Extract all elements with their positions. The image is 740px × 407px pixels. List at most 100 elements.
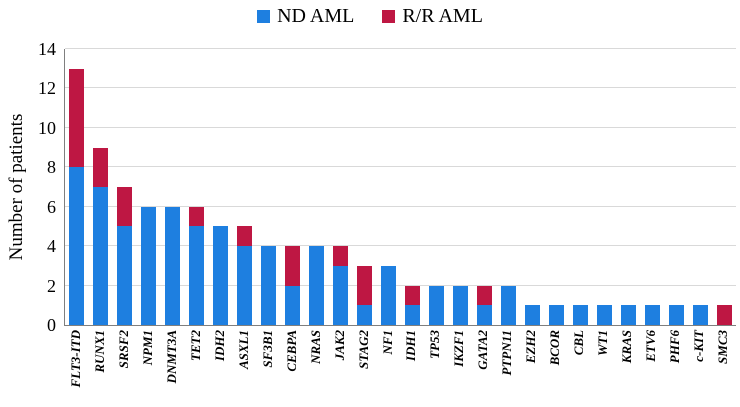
x-label-IDH1: IDH1 [403,330,419,362]
segment-nd-aml [452,285,468,325]
legend-item-nd-aml: ND AML [257,5,354,28]
bar-IDH2 [213,49,229,325]
segment-nd-aml [309,246,325,325]
x-label-IKZF1: IKZF1 [451,330,467,367]
y-tick-label-8: 8 [47,157,56,178]
bar-RUNX1 [93,49,109,325]
segment-rr-aml [189,206,205,227]
bar-ASXL1 [237,49,253,325]
x-label-SF3B1: SF3B1 [259,330,275,368]
segment-nd-aml [117,226,133,325]
legend-label-nd-aml: ND AML [277,4,355,27]
x-label-PHF6: PHF6 [667,330,683,364]
chart-legend: ND AML R/R AML [0,2,740,30]
segment-rr-aml [285,246,301,286]
segment-nd-aml [692,305,708,325]
segment-nd-aml [333,265,349,325]
segment-nd-aml [524,305,540,325]
gridline-y-6 [65,205,736,207]
gridline-y-2 [65,284,736,286]
x-label-SMC3: SMC3 [715,330,731,364]
bar-c-KIT [692,49,708,325]
x-label-TET2: TET2 [187,330,203,362]
segment-nd-aml [572,305,588,325]
bar-SF3B1 [261,49,277,325]
bar-NF1 [381,49,397,325]
bar-JAK2 [333,49,349,325]
bar-GATA2 [476,49,492,325]
x-label-ETV6: ETV6 [643,330,659,362]
x-label-STAG2: STAG2 [355,330,371,370]
y-axis-tick-labels: 0 2 4 6 8 10 12 14 [0,39,56,335]
x-label-NF1: NF1 [379,330,395,355]
segment-rr-aml [476,285,492,306]
gridline-y-4 [65,245,736,247]
gridline-y-12 [65,87,736,89]
rr-aml-swatch-icon [382,9,396,23]
bar-CEBPA [285,49,301,325]
segment-nd-aml [69,167,85,325]
bar-KRAS [620,49,636,325]
segment-nd-aml [165,206,181,325]
x-label-KRAS: KRAS [619,330,635,364]
bar-EZH2 [524,49,540,325]
segment-nd-aml [404,305,420,325]
x-label-CBL: CBL [571,330,587,356]
segment-nd-aml [237,246,253,325]
bar-NPM1 [141,49,157,325]
segment-rr-aml [237,226,253,247]
y-tick-label-0: 0 [47,315,56,335]
segment-rr-aml [93,147,109,187]
segment-nd-aml [213,226,229,325]
legend-label-rr-aml: R/R AML [402,4,483,27]
x-label-CEBPA: CEBPA [283,330,299,372]
gridline-y-10 [65,126,736,128]
segment-nd-aml [644,305,660,325]
plot-area [64,48,736,326]
bar-SMC3 [716,49,732,325]
segment-nd-aml [428,285,444,325]
nd-aml-swatch-icon [257,9,271,23]
bar-TP53 [428,49,444,325]
bar-IKZF1 [452,49,468,325]
x-label-RUNX1: RUNX1 [91,330,107,373]
x-label-BCOR: BCOR [547,330,563,366]
bar-PHF6 [668,49,684,325]
x-label-IDH2: IDH2 [211,330,227,362]
segment-nd-aml [620,305,636,325]
bar-BCOR [548,49,564,325]
bar-IDH1 [404,49,420,325]
segment-rr-aml [357,265,373,306]
x-label-NPM1: NPM1 [139,330,155,366]
segment-nd-aml [141,206,157,325]
x-label-c-KIT: c-KIT [691,330,707,362]
segment-nd-aml [668,305,684,325]
x-label-JAK2: JAK2 [331,330,347,361]
y-tick-label-10: 10 [38,117,56,138]
y-tick-label-14: 14 [38,39,56,59]
segment-rr-aml [117,187,133,227]
y-tick-label-4: 4 [47,236,56,257]
x-label-WT1: WT1 [595,330,611,356]
bar-PTPN11 [500,49,516,325]
bar-ETV6 [644,49,660,325]
segment-nd-aml [476,305,492,325]
x-label-EZH2: EZH2 [523,330,539,364]
bar-TET2 [189,49,205,325]
gridline-y-8 [65,166,736,168]
x-label-PTPN11: PTPN11 [499,330,515,376]
segment-nd-aml [381,265,397,325]
segment-nd-aml [189,226,205,325]
gridline-y-14 [65,48,736,49]
segment-nd-aml [357,305,373,325]
x-label-TP53: TP53 [427,330,443,359]
bar-NRAS [309,49,325,325]
bar-DNMT3A [165,49,181,325]
segment-rr-aml [333,246,349,266]
x-label-GATA2: GATA2 [475,330,491,370]
bar-WT1 [596,49,612,325]
segment-rr-aml [69,68,85,168]
x-label-SRSF2: SRSF2 [115,330,131,369]
segment-nd-aml [500,285,516,325]
